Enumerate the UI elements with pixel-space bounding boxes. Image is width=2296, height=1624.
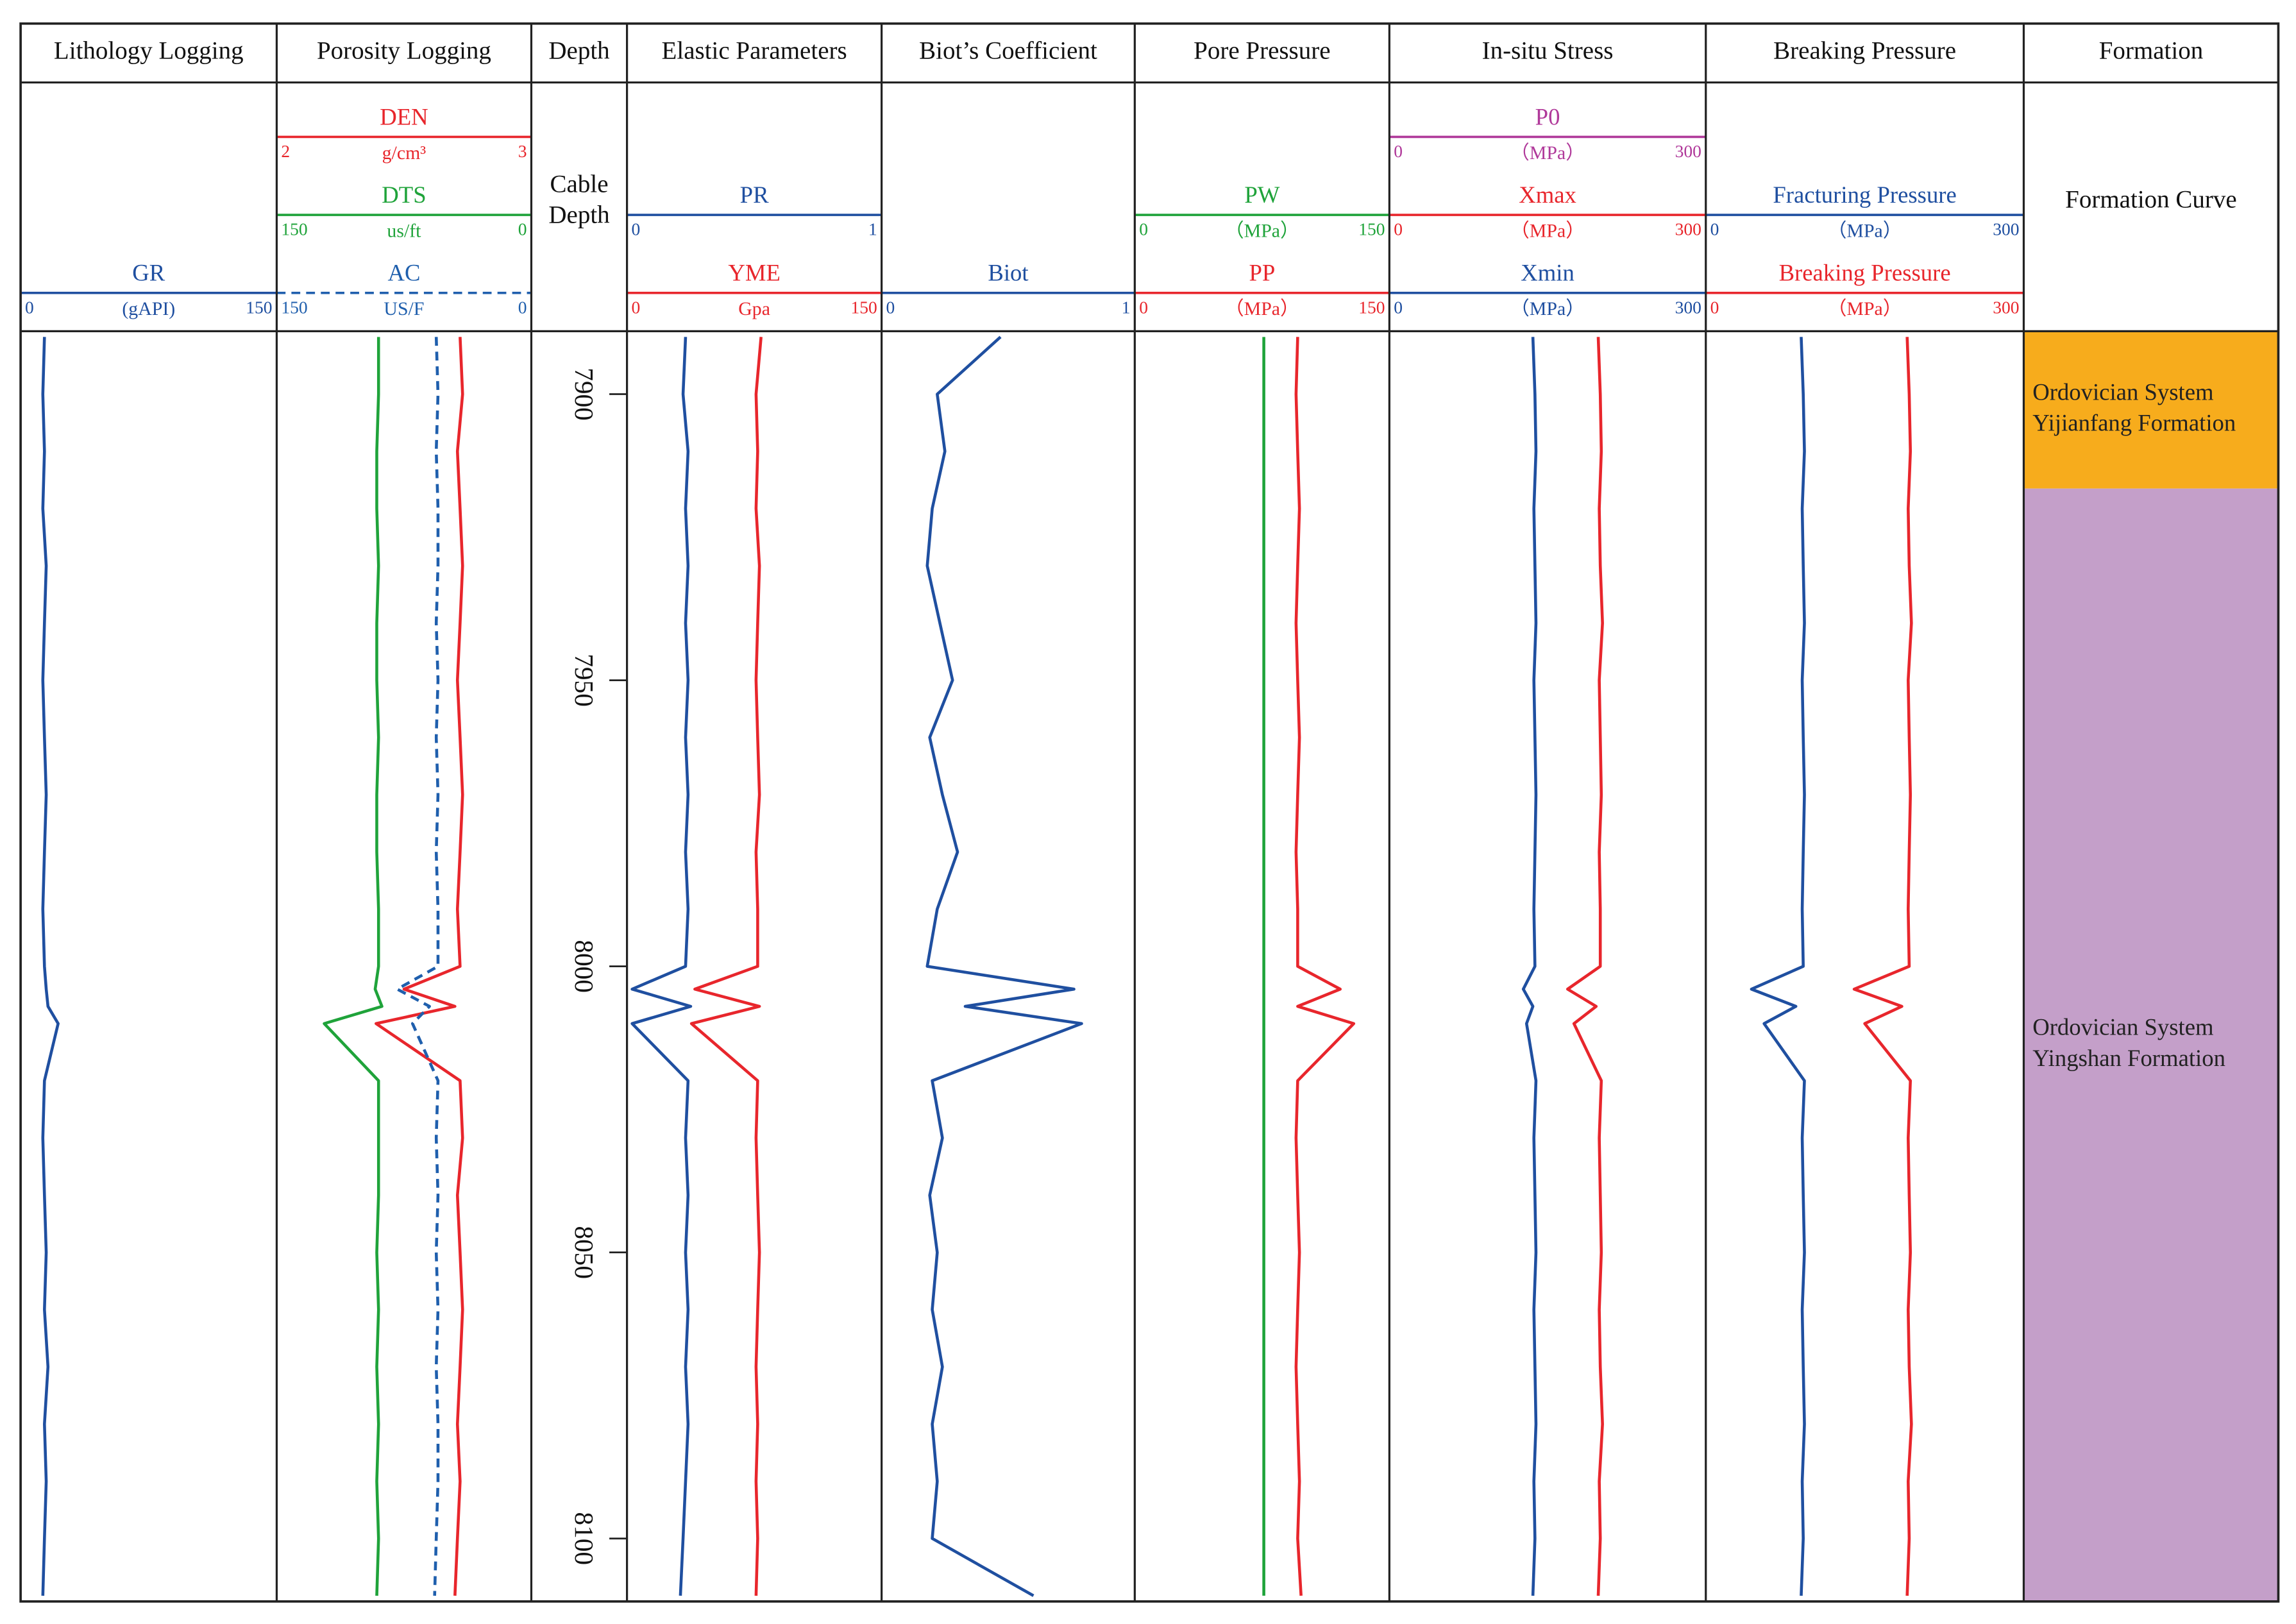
scale-max: 0 (518, 219, 527, 239)
log-curve (925, 335, 1083, 1597)
scale-min: 0 (1710, 297, 1719, 317)
scale-min: 2 (281, 141, 290, 161)
scale-max: 300 (1675, 297, 1701, 317)
log-curve (41, 337, 60, 1596)
depth-tick-label: 8000 (570, 940, 599, 993)
curve-unit: （MPa） (1828, 220, 1902, 241)
curve-name: AC (387, 260, 420, 286)
curve-unit: （MPa） (1225, 220, 1299, 241)
track-title: In-situ Stress (1482, 37, 1614, 65)
log-curve (1521, 337, 1538, 1596)
log-curve (1750, 337, 1806, 1596)
scale-max: 300 (1675, 219, 1701, 239)
log-curve (1566, 337, 1604, 1596)
curve-unit: （MPa） (1225, 298, 1299, 319)
scale-min: 0 (25, 297, 34, 317)
curve-name: P0 (1535, 103, 1560, 130)
scale-max: 300 (1675, 141, 1701, 161)
scale-min: 0 (1394, 297, 1403, 317)
header-label: Cable (550, 170, 609, 198)
track-title: Biot’s Coefficient (919, 37, 1097, 65)
header-label: Depth (548, 201, 609, 228)
frame (19, 22, 2280, 1603)
scale-max: 3 (518, 141, 527, 161)
curve-unit: （MPa） (1510, 220, 1585, 241)
scale-max: 300 (1993, 297, 2019, 317)
log-curve (323, 337, 384, 1596)
scale-min: 0 (1710, 219, 1719, 239)
track-title: Lithology Logging (54, 37, 244, 65)
log-curve (689, 337, 763, 1596)
track-title: Breaking Pressure (1773, 37, 1956, 65)
track-title: Pore Pressure (1194, 37, 1330, 65)
curve-unit: US/F (384, 298, 424, 319)
curve-name: PR (740, 182, 769, 208)
formation-band (2023, 488, 2279, 1602)
scale-max: 150 (850, 297, 877, 317)
scale-max: 1 (1122, 297, 1131, 317)
curve-name: Biot (988, 260, 1028, 286)
curve-name: Xmin (1521, 260, 1574, 286)
scale-max: 1 (868, 219, 877, 239)
scale-min: 0 (1394, 219, 1403, 239)
curve-name: DEN (380, 103, 428, 130)
track-title: Formation (2099, 37, 2204, 65)
track-title: Depth (548, 37, 609, 65)
scale-max: 150 (246, 297, 272, 317)
track-title: Elastic Parameters (662, 37, 847, 65)
depth-tick-label: 7900 (570, 368, 599, 421)
curve-name: PP (1249, 260, 1275, 286)
curve-unit: us/ft (387, 220, 421, 241)
curve-name: Breaking Pressure (1779, 260, 1951, 286)
curve-name: Fracturing Pressure (1773, 182, 1956, 208)
formation-label: Yingshan Formation (2032, 1045, 2225, 1071)
scale-max: 300 (1993, 219, 2019, 239)
curve-unit: （MPa） (1510, 298, 1585, 319)
log-curve (1294, 337, 1356, 1596)
track-title: Porosity Logging (317, 37, 491, 65)
curve-unit: Gpa (738, 298, 770, 319)
scale-min: 0 (632, 219, 641, 239)
scale-max: 150 (1358, 219, 1385, 239)
scale-min: 150 (281, 219, 307, 239)
scale-min: 0 (1139, 219, 1148, 239)
scale-min: 150 (281, 297, 307, 317)
curve-name: GR (132, 260, 165, 286)
formation-band (2023, 331, 2279, 489)
curve-name: DTS (382, 182, 426, 208)
curve-unit: （MPa） (1828, 298, 1902, 319)
formation-label: Yijianfang Formation (2032, 410, 2236, 436)
scale-max: 150 (1358, 297, 1385, 317)
formation-label: Ordovician System (2032, 378, 2213, 405)
curve-name: Xmax (1519, 182, 1576, 208)
scale-min: 0 (632, 297, 641, 317)
log-curve (375, 337, 464, 1596)
header-label: Formation Curve (2065, 185, 2237, 213)
depth-tick-label: 8100 (570, 1512, 599, 1565)
curve-unit: g/cm³ (382, 142, 426, 164)
scale-min: 0 (1139, 297, 1148, 317)
scale-max: 0 (518, 297, 527, 317)
scale-min: 0 (886, 297, 895, 317)
depth-tick-label: 7950 (570, 654, 599, 707)
log-curve (396, 337, 440, 1596)
formation-label: Ordovician System (2032, 1014, 2213, 1040)
log-curve (630, 337, 693, 1596)
curve-name: YME (728, 260, 781, 286)
depth-tick-label: 8050 (570, 1226, 599, 1279)
scale-min: 0 (1394, 141, 1403, 161)
curve-unit: (gAPI) (122, 298, 175, 319)
curve-unit: （MPa） (1510, 142, 1585, 164)
curve-name: PW (1244, 182, 1279, 208)
log-curve (1852, 337, 1913, 1596)
